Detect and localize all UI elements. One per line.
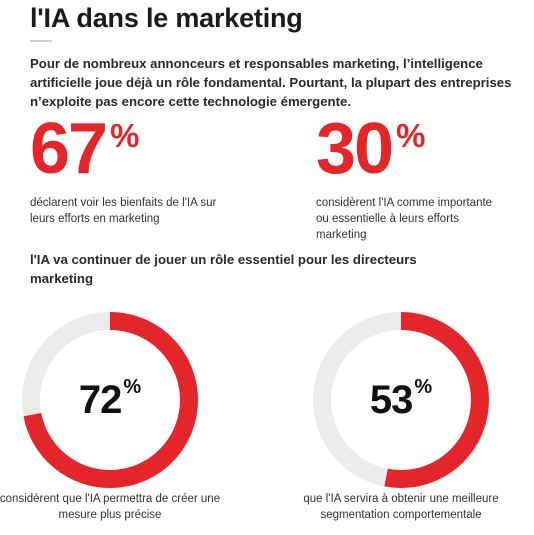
donut-description-2: que l'IA servira à obtenir une meilleure… [303,493,499,521]
donut-number: 72 [78,377,122,422]
section-heading: l'IA va continuer de jouer un rôle essen… [30,252,417,286]
stat-number: 30 [316,109,394,189]
donut-ring-2 [313,312,489,488]
donut-chart-1: 72 % [20,310,200,490]
page-title: l'IA dans le marketing [30,3,303,33]
stat-description: déclarent voir les bienfaits de l'IA sur… [30,197,217,225]
donut-description-1: considèrent que l'IA permettra de créer … [0,493,221,521]
stat-number: 67 [30,109,108,189]
donut-percent-sign: % [414,376,433,398]
intro-paragraph: Pour de nombreux annonceurs et responsab… [30,56,512,109]
stat-description: considèrent l'IA comme importante ou ess… [316,197,493,241]
stat-block-2: 30 % considèrent l'IA comme importante o… [316,113,534,243]
stat-block-1: 67 % déclarent voir les bienfaits de l'I… [30,113,260,227]
donut-number: 53 [369,377,413,422]
donut-ring-1 [22,312,198,488]
stat-value-1: 67 % [30,113,260,185]
stat-percent-sign: % [396,117,426,154]
donut-label-2: 53 % [311,310,491,490]
title-divider [30,40,52,42]
stat-percent-sign: % [110,117,140,154]
donut-percent-sign: % [123,376,142,398]
donut-progress-arc [22,312,198,488]
donut-label-1: 72 % [20,310,200,490]
donut-chart-2: 53 % [311,310,491,490]
donut-progress-arc [313,312,489,488]
stat-value-2: 30 % [316,113,534,185]
